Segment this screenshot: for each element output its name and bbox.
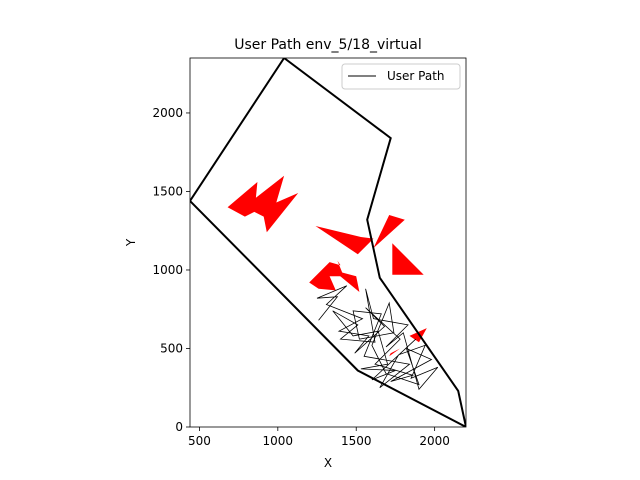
- obstacle-1: [227, 175, 299, 233]
- legend-box: [341, 63, 461, 90]
- y-tick-label: 0: [175, 420, 183, 434]
- chart-title: User Path env_5/18_virtual: [234, 37, 422, 53]
- x-axis-label: X: [324, 456, 332, 470]
- obstacle-2: [315, 226, 374, 255]
- y-tick-label: 2000: [152, 106, 183, 120]
- plot-layer: [190, 58, 466, 427]
- y-tick-label: 500: [160, 341, 183, 355]
- obstacle-5: [309, 260, 344, 291]
- y-tick-label: 1500: [152, 184, 183, 198]
- x-tick-label: 500: [188, 434, 211, 448]
- x-tick-label: 1000: [263, 434, 294, 448]
- obstacle-3: [373, 215, 405, 248]
- y-axis-label: Y: [124, 238, 138, 247]
- obstacle-8: [389, 348, 401, 357]
- obstacle-6: [332, 270, 360, 292]
- y-tick-label: 1000: [152, 263, 183, 277]
- x-tick-label: 2000: [419, 434, 450, 448]
- environment-boundary: [190, 58, 466, 427]
- legend: User Path: [341, 63, 461, 90]
- ticks-layer: 500 1000 1500 2000 0 500 1000 1500 2000: [152, 106, 449, 448]
- axes-frame: [189, 57, 467, 428]
- obstacle-7: [409, 328, 427, 343]
- obstacle-4: [392, 243, 424, 275]
- legend-label: User Path: [387, 69, 445, 83]
- series-user-path: [316, 285, 439, 391]
- x-tick-label: 1500: [341, 434, 372, 448]
